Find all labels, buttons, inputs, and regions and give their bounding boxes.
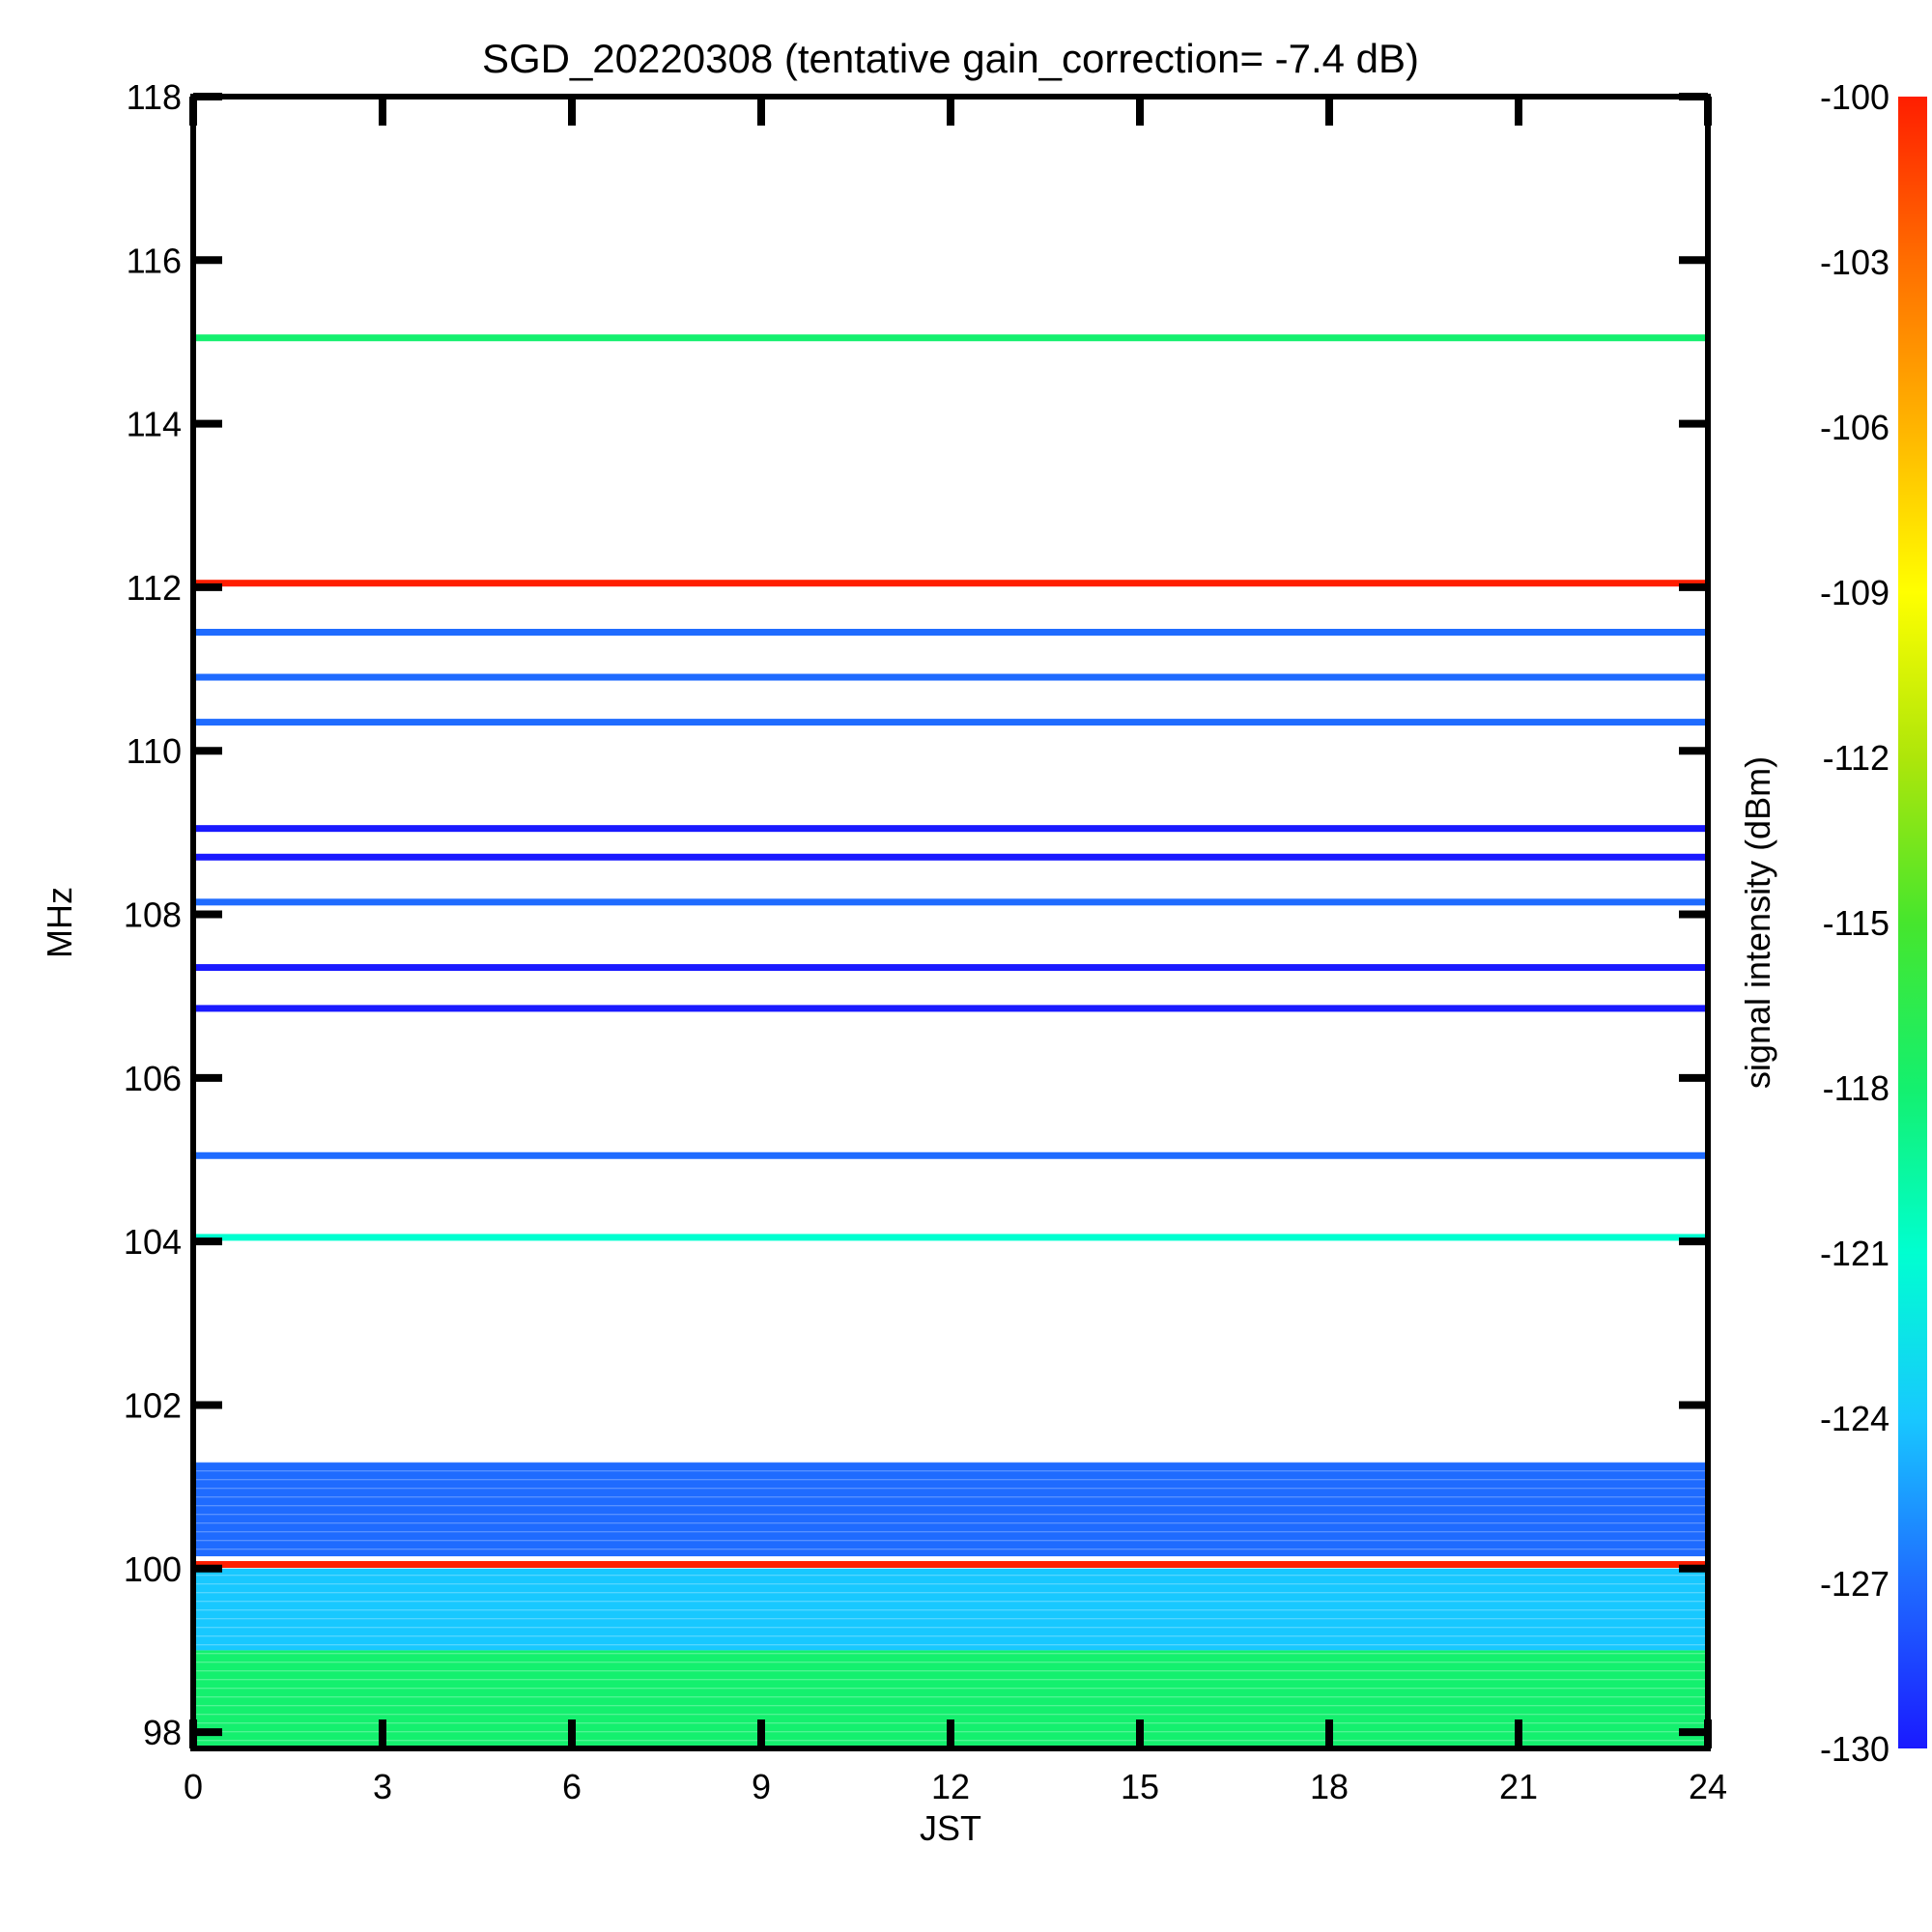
y-tick-label: 112 (127, 568, 182, 608)
colorbar-label: signal intensity (dBm) (1738, 756, 1777, 1089)
x-axis-label: JST (920, 1808, 981, 1848)
colorbar-tick-label: -118 (1823, 1068, 1889, 1108)
signal-band (193, 853, 1708, 861)
colorbar-tick-label: -130 (1820, 1729, 1889, 1769)
x-tick-label: 15 (1121, 1767, 1159, 1806)
colorbar-tick-label: -127 (1820, 1564, 1889, 1604)
colorbar-ticks: -100 -103 -106 -109 -112 -115 -118 -121 -124 -127… (1820, 77, 1889, 1769)
signal-band (193, 1234, 1708, 1241)
y-tick-label: 98 (143, 1713, 182, 1752)
signal-band (193, 964, 1708, 972)
y-axis: 98 100 102 104 106 108 110 112 114 116 118 (124, 77, 1708, 1752)
noise-floor-region (193, 1568, 1708, 1651)
signal-band (193, 1005, 1708, 1012)
signal-band (193, 1151, 1708, 1159)
noise-floor-region (193, 1462, 1708, 1557)
signal-band (193, 580, 1708, 587)
y-tick-label: 106 (124, 1059, 182, 1098)
signal-band (193, 628, 1708, 636)
y-tick-label: 104 (124, 1222, 182, 1262)
x-tick-label: 0 (184, 1767, 203, 1806)
signal-band (193, 719, 1708, 726)
x-tick-label: 21 (1499, 1767, 1538, 1806)
colorbar-tick-label: -103 (1820, 242, 1889, 282)
plot-area (193, 334, 1708, 1748)
y-tick-label: 108 (124, 895, 182, 935)
signal-band (193, 1561, 1708, 1569)
x-tick-label: 9 (752, 1767, 771, 1806)
colorbar-tick-label: -100 (1820, 77, 1889, 117)
y-tick-label: 114 (127, 405, 182, 444)
colorbar-tick-label: -109 (1820, 573, 1889, 612)
colorbar-tick-label: -121 (1820, 1234, 1889, 1273)
x-tick-label: 6 (562, 1767, 582, 1806)
y-axis-label: MHz (40, 887, 79, 958)
x-tick-label: 12 (931, 1767, 970, 1806)
x-tick-label: 3 (373, 1767, 392, 1806)
x-tick-label: 24 (1689, 1767, 1727, 1806)
colorbar-tick-label: -115 (1823, 903, 1889, 943)
y-tick-label: 116 (127, 241, 182, 280)
y-tick-label: 100 (124, 1549, 182, 1589)
colorbar-tick-label: -124 (1820, 1399, 1889, 1438)
signal-band (193, 898, 1708, 906)
signal-band (193, 825, 1708, 833)
colorbar-tick-label: -106 (1820, 408, 1889, 447)
colorbar-tick-label: -112 (1823, 738, 1889, 778)
y-tick-label: 110 (127, 731, 182, 771)
y-tick-label: 102 (124, 1385, 182, 1425)
y-tick-label: 118 (127, 77, 182, 117)
colorbar (1898, 97, 1927, 1748)
x-tick-label: 18 (1310, 1767, 1349, 1806)
chart-title: SGD_20220308 (tentative gain_correction=… (482, 36, 1419, 81)
signal-band (193, 334, 1708, 342)
signal-band (193, 673, 1708, 681)
